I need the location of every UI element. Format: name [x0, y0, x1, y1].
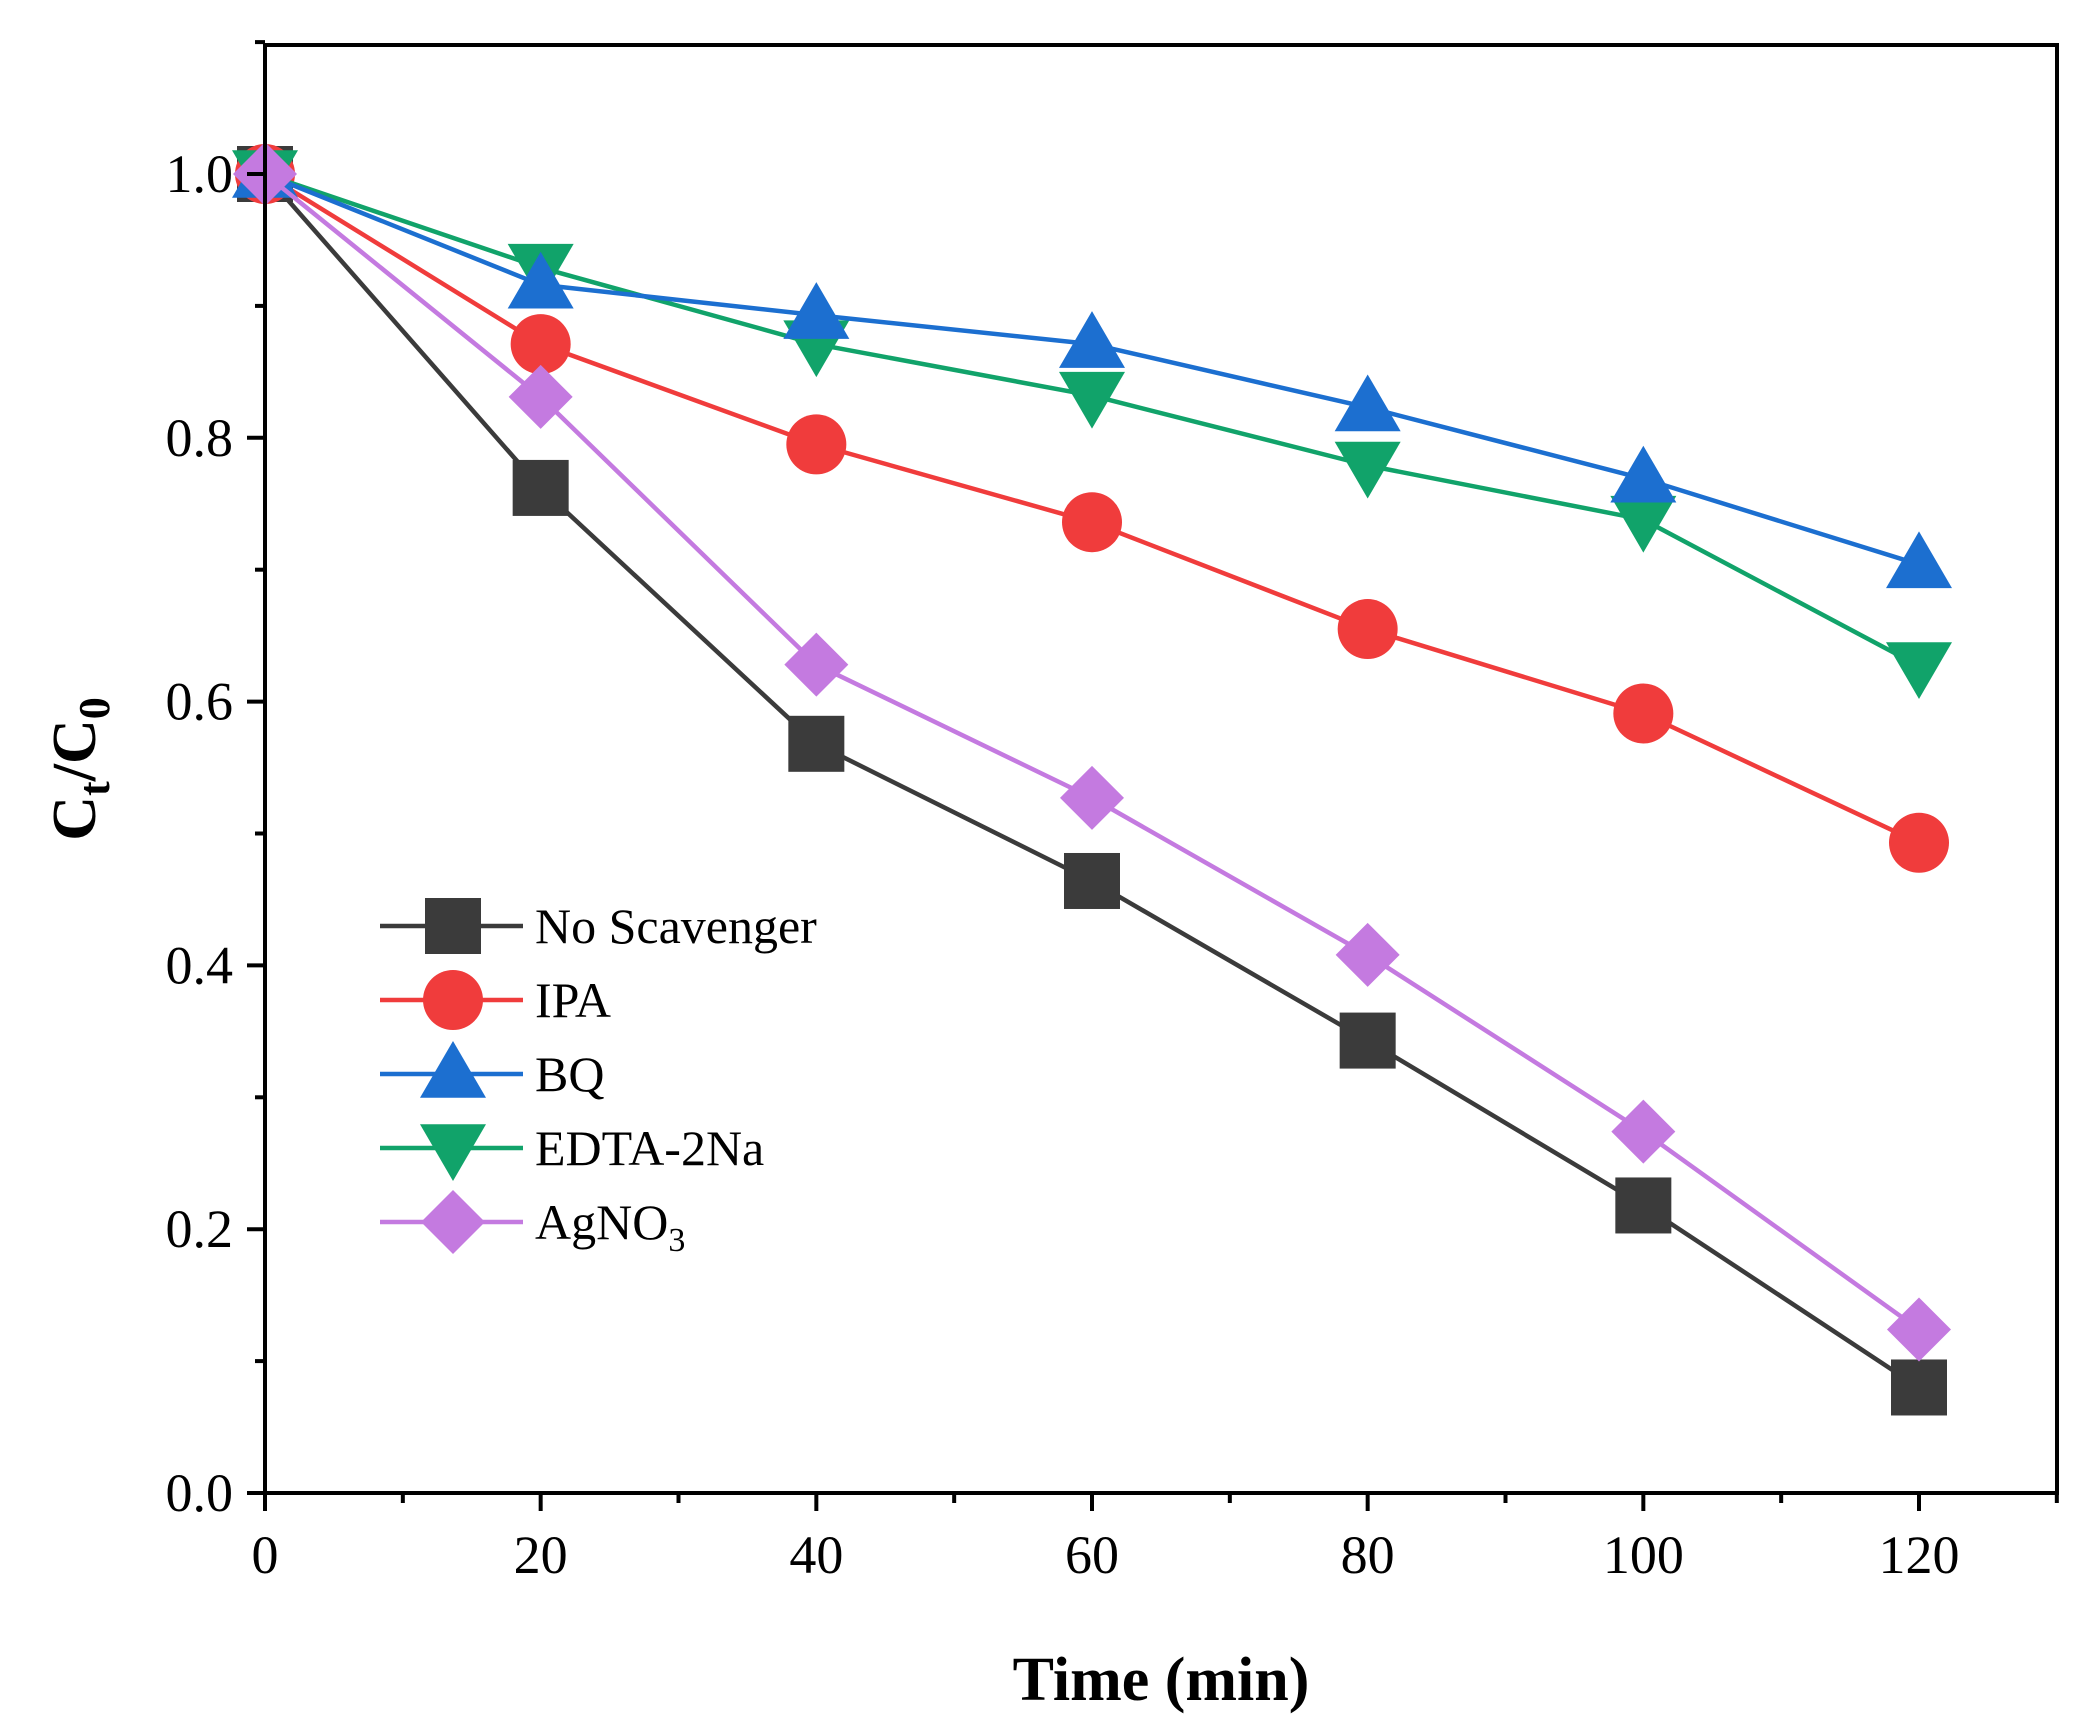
- x-tick-label: 120: [1879, 1525, 1960, 1585]
- legend-label: IPA: [535, 972, 611, 1028]
- data-point: [1615, 1177, 1672, 1234]
- legend-marker: [423, 970, 483, 1030]
- data-point: [1613, 683, 1674, 744]
- y-tick-label: 0.6: [166, 672, 234, 732]
- data-point: [1335, 922, 1400, 987]
- x-tick-label: 20: [514, 1525, 568, 1585]
- y-tick-label: 0.0: [166, 1463, 234, 1523]
- y-axis-title-slash: /C: [41, 719, 109, 782]
- y-tick-label: 0.2: [166, 1199, 234, 1259]
- legend-marker: [421, 1190, 485, 1254]
- data-point: [788, 715, 845, 772]
- data-point: [512, 459, 569, 516]
- ticks-layer: 0 20 40 60 80 100 120 0.0 0.2 0.4 0.6 0.8 1.0: [166, 40, 2059, 1585]
- legend-item: AgNO3: [380, 1190, 685, 1259]
- y-axis-title: Ct/C0: [41, 697, 119, 840]
- x-tick-label: 100: [1603, 1525, 1684, 1585]
- data-point: [1059, 311, 1125, 368]
- data-point: [1064, 852, 1120, 909]
- data-point: [1339, 1012, 1396, 1069]
- legend-marker: [425, 898, 481, 954]
- legend-label: EDTA-2Na: [535, 1120, 764, 1176]
- data-point: [1886, 642, 1952, 699]
- data-point: [1334, 374, 1401, 432]
- series-layer: [232, 141, 1952, 1416]
- data-point: [1891, 1359, 1947, 1416]
- x-tick-label: 60: [1065, 1525, 1119, 1585]
- data-point: [1610, 445, 1677, 503]
- data-point: [508, 364, 573, 429]
- axes-layer: [263, 43, 2059, 1495]
- y-axis-title-sub1: t: [70, 781, 119, 796]
- data-point: [510, 314, 571, 375]
- data-point: [1610, 495, 1677, 553]
- plot-frame: [263, 43, 2059, 1495]
- data-point: [1887, 1297, 1951, 1362]
- legend: No Scavenger IPA BQ EDTA-2Na AgNO3: [380, 898, 817, 1259]
- y-axis-title-sub2: 0: [70, 697, 119, 719]
- legend-label: No Scavenger: [535, 898, 817, 954]
- data-point: [1611, 1099, 1676, 1164]
- data-point: [1059, 371, 1125, 429]
- legend-item: BQ: [380, 1041, 604, 1102]
- y-axis-title-main: C: [41, 796, 109, 841]
- legend-marker: [420, 1041, 486, 1098]
- data-point: [783, 282, 850, 339]
- data-point: [1062, 492, 1122, 553]
- data-point: [1886, 531, 1952, 589]
- y-tick-label: 0.8: [166, 408, 234, 468]
- x-tick-label: 80: [1341, 1525, 1395, 1585]
- data-point: [1889, 812, 1949, 873]
- data-point: [1337, 599, 1398, 660]
- legend-marker: [420, 1124, 486, 1181]
- x-tick-label: 0: [252, 1525, 279, 1585]
- legend-item: EDTA-2Na: [380, 1120, 764, 1181]
- x-tick-label: 40: [789, 1525, 843, 1585]
- legend-label: AgNO3: [535, 1194, 685, 1259]
- series-agno3: [233, 142, 1951, 1362]
- y-tick-label: 1.0: [166, 144, 234, 204]
- data-point: [784, 632, 849, 697]
- svg-text:Ct/C0: Ct/C0: [41, 697, 119, 840]
- data-point: [1060, 765, 1124, 830]
- legend-item: No Scavenger: [380, 898, 817, 954]
- data-point: [1334, 441, 1401, 499]
- series-no-scavenger: [237, 146, 1947, 1416]
- y-tick-label: 0.4: [166, 935, 234, 995]
- x-axis-title: Time (min): [1013, 1646, 1310, 1714]
- legend-label: BQ: [535, 1046, 604, 1102]
- legend-item: IPA: [380, 970, 611, 1030]
- data-point: [786, 414, 847, 475]
- data-point: [507, 251, 574, 309]
- series-bq: [232, 141, 1952, 589]
